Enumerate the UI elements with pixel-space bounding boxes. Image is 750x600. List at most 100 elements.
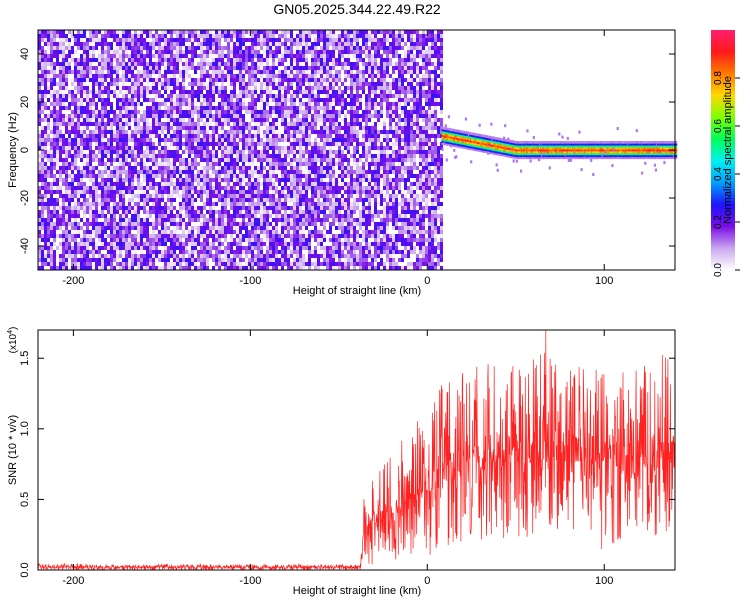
spectrogram-cell <box>287 106 290 110</box>
spectrogram-cell <box>164 130 167 134</box>
spectrogram-cell <box>161 62 164 66</box>
spectrogram-cell <box>272 234 275 238</box>
spectrogram-cell <box>197 142 200 146</box>
spectrogram-cell <box>62 122 65 126</box>
spectrogram-cell <box>302 94 305 98</box>
spectrogram-cell <box>119 154 122 158</box>
spectrogram-cell <box>248 222 251 226</box>
spectrogram-cell <box>107 242 110 246</box>
spectrogram-cell <box>236 66 239 70</box>
spectrogram-cell <box>134 254 137 258</box>
spectrogram-cell <box>119 126 122 130</box>
spectrogram-cell <box>95 258 98 262</box>
spectrogram-cell <box>209 114 212 118</box>
spectrogram-cell <box>137 234 140 238</box>
spectrogram-cell <box>191 150 194 154</box>
spectrogram-cell <box>230 246 233 250</box>
spectrogram-cell <box>209 30 212 34</box>
spectrogram-cell <box>206 198 209 202</box>
spectrogram-cell <box>56 210 59 214</box>
spectrogram-cell <box>56 54 59 58</box>
spectrogram-cell <box>173 222 176 226</box>
spectrogram-cell <box>239 78 242 82</box>
spectrogram-cell <box>296 110 299 114</box>
spectrogram-cell <box>218 214 221 218</box>
spectrogram-cell <box>83 30 86 34</box>
spectrogram-cell <box>305 90 308 94</box>
spectrogram-cell <box>203 70 206 74</box>
spectrogram-cell <box>56 82 59 86</box>
spectrogram-cell <box>251 186 254 190</box>
spectrogram-cell <box>317 110 320 114</box>
spectrogram-cell <box>200 126 203 130</box>
spectrogram-cell <box>290 82 293 86</box>
spectrogram-cell <box>131 102 134 106</box>
spectrogram-cell <box>263 238 266 242</box>
spectrogram-cell <box>263 222 266 226</box>
spectrogram-cell <box>71 58 74 62</box>
spectrogram-cell <box>140 102 143 106</box>
spectrogram-cell <box>290 242 293 246</box>
spectrogram-cell <box>41 258 44 262</box>
spectrogram-cell <box>290 114 293 118</box>
spectrogram-cell <box>254 154 257 158</box>
spectrogram-cell <box>257 30 260 34</box>
spectrogram-cell <box>59 166 62 170</box>
spectrogram-cell <box>146 154 149 158</box>
spectrogram-cell <box>119 238 122 242</box>
spectrogram-cell <box>128 146 131 150</box>
spectrogram-cell <box>203 250 206 254</box>
spectrogram-cell <box>221 138 224 142</box>
spectrogram-cell <box>284 66 287 70</box>
spectrogram-cell <box>215 266 218 270</box>
spectrogram-cell <box>92 230 95 234</box>
spectrogram-cell <box>107 250 110 254</box>
spectrogram-cell <box>260 202 263 206</box>
spectrogram-cell <box>206 30 209 34</box>
spectrogram-cell <box>143 34 146 38</box>
spectrogram-cell <box>41 106 44 110</box>
spectrogram-cell <box>227 186 230 190</box>
spectrogram-cell <box>161 230 164 234</box>
spectrogram-cell <box>254 102 257 106</box>
spectrogram-cell <box>254 254 257 258</box>
spectrogram-cell <box>158 118 161 122</box>
spectrogram-cell <box>284 158 287 162</box>
spectrogram-cell <box>278 70 281 74</box>
spectrogram-cell <box>41 218 44 222</box>
spectrogram-cell <box>53 254 56 258</box>
spectrogram-cell <box>101 86 104 90</box>
spectrogram-cell <box>62 66 65 70</box>
spectrogram-cell <box>194 130 197 134</box>
spectrogram-cell <box>62 86 65 90</box>
spectrogram-cell <box>233 134 236 138</box>
spectrogram-cell <box>272 54 275 58</box>
spectrogram-cell <box>47 126 50 130</box>
spectrogram-cell <box>233 78 236 82</box>
spectrogram-cell <box>290 78 293 82</box>
spectrogram-cell <box>227 198 230 202</box>
spectrogram-cell <box>266 234 269 238</box>
spectrogram-cell <box>128 254 131 258</box>
spectrogram-cell <box>263 118 266 122</box>
spectrogram-cell <box>260 182 263 186</box>
spectrogram-cell <box>317 102 320 106</box>
spectrogram-cell <box>191 258 194 262</box>
spectrogram-cell <box>107 46 110 50</box>
spectrogram-cell <box>170 262 173 266</box>
spectrogram-cell <box>116 34 119 38</box>
spectrogram-cell <box>272 106 275 110</box>
spectrogram-cell <box>257 190 260 194</box>
spectrogram-cell <box>257 250 260 254</box>
spectrogram-cell <box>212 50 215 54</box>
spectrogram-cell <box>146 194 149 198</box>
spectrogram-cell <box>146 42 149 46</box>
spectrogram-cell <box>65 222 68 226</box>
spectrogram-cell <box>71 254 74 258</box>
spectrogram-cell <box>143 78 146 82</box>
spectrogram-cell <box>191 210 194 214</box>
spectrogram-cell <box>50 202 53 206</box>
spectrogram-cell <box>173 146 176 150</box>
spectrogram-cell <box>206 222 209 226</box>
spectrogram-cell <box>80 150 83 154</box>
